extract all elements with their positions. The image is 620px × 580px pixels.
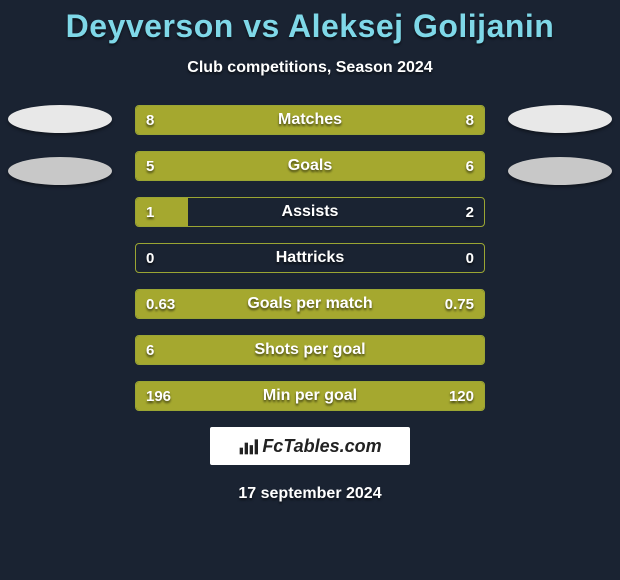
- stat-label: Min per goal: [136, 382, 484, 410]
- stat-rows: 88Matches 56Goals 12Assists 00Hattricks 0.63…: [135, 105, 485, 411]
- stat-row: 00Hattricks: [135, 243, 485, 273]
- stat-label: Goals: [136, 152, 484, 180]
- stat-label: Goals per match: [136, 290, 484, 318]
- right-player-ellipse: [508, 157, 612, 185]
- player1-name: Deyverson: [66, 8, 234, 44]
- stat-row: 196120Min per goal: [135, 381, 485, 411]
- stat-label: Hattricks: [136, 244, 484, 272]
- left-player-ellipse: [8, 105, 112, 133]
- player2-name: Aleksej Golijanin: [288, 8, 554, 44]
- comparison-date: 17 september 2024: [0, 485, 620, 503]
- chart-area: 88Matches 56Goals 12Assists 00Hattricks 0.63…: [0, 105, 620, 411]
- comparison-title: Deyverson vs Aleksej Golijanin: [0, 0, 620, 45]
- logo-text: FcTables.com: [262, 436, 381, 457]
- stat-label: Shots per goal: [136, 336, 484, 364]
- stat-label: Assists: [136, 198, 484, 226]
- fctables-logo: FcTables.com: [210, 427, 410, 465]
- stat-label: Matches: [136, 106, 484, 134]
- stat-row: 12Assists: [135, 197, 485, 227]
- stat-row: 6Shots per goal: [135, 335, 485, 365]
- right-player-ellipse: [508, 105, 612, 133]
- chart-bars-icon: [238, 436, 258, 456]
- stat-row: 0.630.75Goals per match: [135, 289, 485, 319]
- stat-row: 88Matches: [135, 105, 485, 135]
- vs-word: vs: [243, 8, 280, 44]
- stat-row: 56Goals: [135, 151, 485, 181]
- comparison-subtitle: Club competitions, Season 2024: [0, 59, 620, 77]
- left-player-ellipse: [8, 157, 112, 185]
